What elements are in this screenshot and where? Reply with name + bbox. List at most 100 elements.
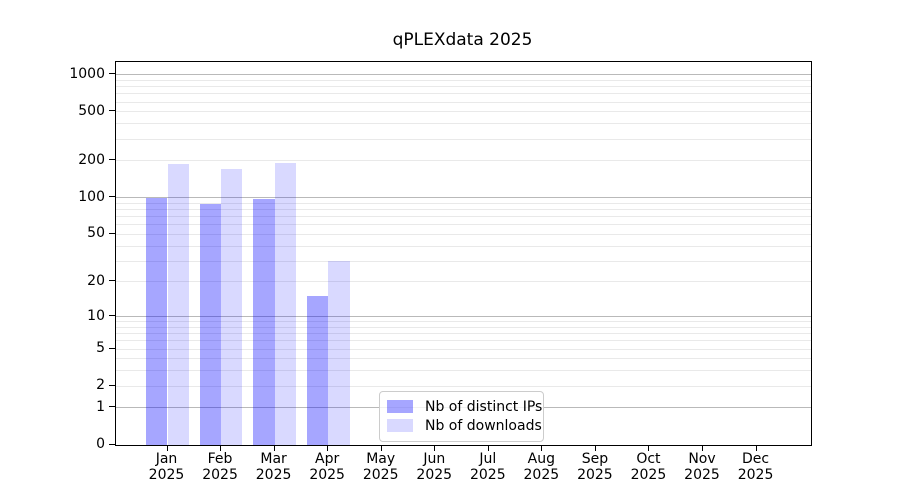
y-tick-label: 50 bbox=[87, 225, 105, 242]
legend-swatch-downloads bbox=[387, 419, 413, 432]
x-tick bbox=[487, 446, 489, 451]
bar-nb-of-downloads-feb bbox=[221, 168, 243, 445]
bar-nb-of-downloads-apr bbox=[328, 261, 350, 445]
legend-label-distinct-ips: Nb of distinct IPs bbox=[425, 398, 543, 415]
x-tick bbox=[166, 446, 168, 451]
x-tick-label-month: Mar bbox=[260, 451, 287, 467]
minor-gridline bbox=[116, 111, 811, 113]
major-gridline bbox=[116, 316, 811, 318]
minor-gridline bbox=[116, 123, 811, 125]
x-tick-label-month: Jul bbox=[479, 451, 497, 467]
x-tick-label: Aug 2025 bbox=[510, 451, 572, 483]
x-tick bbox=[327, 446, 329, 451]
y-tick bbox=[109, 159, 115, 161]
x-tick-label-year: 2025 bbox=[309, 467, 345, 483]
minor-gridline bbox=[116, 101, 811, 103]
y-tick-label: 1 bbox=[96, 398, 105, 415]
x-tick bbox=[648, 446, 650, 451]
x-tick-label-month: Aug bbox=[527, 451, 556, 467]
x-tick-label-month: Jun bbox=[423, 451, 446, 467]
minor-gridline bbox=[116, 326, 811, 328]
y-tick bbox=[109, 73, 115, 75]
y-tick bbox=[109, 406, 115, 408]
legend-item-distinct-ips: Nb of distinct IPs bbox=[387, 397, 542, 416]
y-tick bbox=[109, 110, 115, 112]
x-tick-label-month: May bbox=[366, 451, 396, 467]
x-tick-label: Jun 2025 bbox=[403, 451, 465, 483]
minor-gridline bbox=[116, 333, 811, 335]
x-tick-label-month: Apr bbox=[315, 451, 340, 467]
minor-gridline bbox=[116, 86, 811, 88]
y-tick bbox=[109, 384, 115, 386]
x-tick-label-month: Oct bbox=[636, 451, 661, 467]
bar-nb-of-downloads-jan bbox=[167, 163, 189, 445]
x-tick bbox=[755, 446, 757, 451]
legend-label-downloads: Nb of downloads bbox=[425, 417, 542, 434]
minor-gridline bbox=[116, 224, 811, 226]
x-tick bbox=[434, 446, 436, 451]
minor-gridline bbox=[116, 321, 811, 323]
y-tick-label: 100 bbox=[78, 188, 105, 205]
y-tick bbox=[109, 196, 115, 198]
x-tick-label-year: 2025 bbox=[255, 467, 292, 483]
x-tick-label-year: 2025 bbox=[469, 467, 506, 483]
x-tick-label: Sep 2025 bbox=[564, 451, 626, 483]
legend-item-downloads: Nb of downloads bbox=[387, 416, 542, 435]
x-tick-label-month: Nov bbox=[688, 451, 716, 467]
x-tick-label: Jan 2025 bbox=[136, 451, 198, 483]
minor-gridline bbox=[116, 209, 811, 211]
x-tick bbox=[273, 446, 275, 451]
y-tick-label: 500 bbox=[78, 102, 105, 119]
y-tick-label: 0 bbox=[96, 436, 105, 452]
x-tick-label-year: 2025 bbox=[148, 467, 185, 483]
x-tick-label: Nov 2025 bbox=[671, 451, 733, 483]
minor-gridline bbox=[116, 138, 811, 140]
bars-layer bbox=[116, 62, 811, 445]
x-tick-label: Mar 2025 bbox=[243, 451, 305, 483]
x-tick-label: Apr 2025 bbox=[296, 451, 358, 483]
minor-gridline bbox=[116, 93, 811, 95]
bar-nb-of-distinct-ips-jan bbox=[146, 197, 168, 445]
x-tick bbox=[702, 446, 703, 451]
y-tick-label: 20 bbox=[87, 272, 105, 289]
x-tick-label-year: 2025 bbox=[737, 467, 774, 483]
y-tick bbox=[109, 347, 115, 349]
x-tick-label-year: 2025 bbox=[630, 467, 667, 483]
x-tick-label-year: 2025 bbox=[523, 467, 560, 483]
plot-area: Nb of distinct IPs Nb of downloads bbox=[115, 61, 812, 446]
chart-title: qPLEXdata 2025 bbox=[392, 30, 533, 50]
x-tick-label-month: Sep bbox=[581, 451, 609, 467]
minor-gridline bbox=[116, 160, 811, 162]
minor-gridline bbox=[116, 233, 811, 235]
legend: Nb of distinct IPs Nb of downloads bbox=[379, 391, 544, 442]
y-tick bbox=[109, 443, 115, 445]
x-tick-label: May 2025 bbox=[350, 451, 412, 483]
minor-gridline bbox=[116, 370, 811, 372]
x-tick bbox=[594, 446, 596, 451]
minor-gridline bbox=[116, 358, 811, 360]
bar-nb-of-distinct-ips-mar bbox=[253, 199, 275, 445]
x-tick-label-year: 2025 bbox=[577, 467, 613, 483]
major-gridline bbox=[116, 74, 811, 76]
bar-nb-of-distinct-ips-feb bbox=[199, 203, 222, 445]
minor-gridline bbox=[116, 202, 811, 204]
y-tick bbox=[109, 280, 115, 282]
x-tick-label-year: 2025 bbox=[202, 467, 238, 483]
x-tick-label: Feb 2025 bbox=[189, 451, 251, 483]
legend-swatch-distinct-ips bbox=[387, 400, 413, 413]
minor-gridline bbox=[116, 385, 811, 387]
minor-gridline bbox=[116, 216, 811, 218]
minor-gridline bbox=[116, 260, 811, 262]
bar-nb-of-distinct-ips-apr bbox=[306, 296, 329, 445]
x-tick-label: Dec 2025 bbox=[725, 451, 787, 483]
y-tick-label: 200 bbox=[78, 151, 105, 168]
x-tick-label-year: 2025 bbox=[684, 467, 720, 483]
y-tick bbox=[109, 232, 115, 234]
x-tick-label-month: Dec bbox=[742, 451, 770, 467]
y-tick bbox=[109, 315, 115, 317]
major-gridline bbox=[116, 197, 811, 199]
x-tick-label-year: 2025 bbox=[362, 467, 399, 483]
y-tick-label: 1000 bbox=[69, 65, 105, 82]
x-tick bbox=[380, 446, 382, 451]
